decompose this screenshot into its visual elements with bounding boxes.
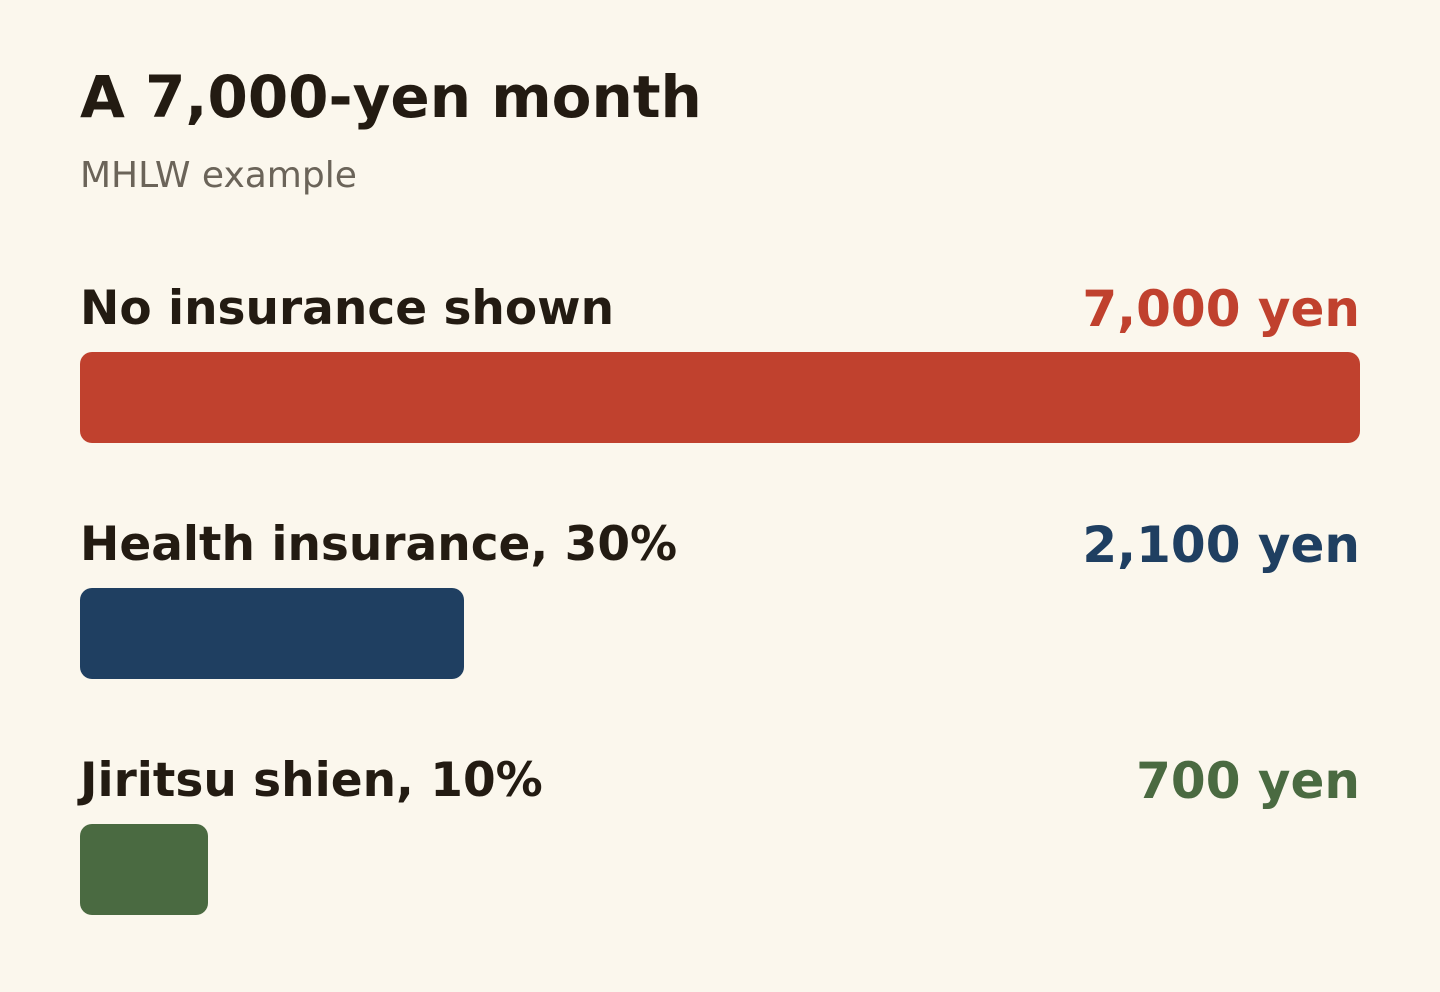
chart-title: A 7,000-yen month	[80, 63, 702, 131]
value-label: 7,000 yen	[1082, 280, 1360, 338]
category-label: Health insurance, 30%	[80, 517, 677, 572]
category-label: Jiritsu shien, 10%	[77, 753, 543, 808]
bar	[80, 824, 208, 915]
bar	[80, 352, 1360, 443]
category-label: No insurance shown	[80, 281, 614, 336]
value-label: 700 yen	[1136, 752, 1360, 810]
chart-subtitle: MHLW example	[80, 155, 357, 196]
value-label: 2,100 yen	[1082, 516, 1360, 574]
bar	[80, 588, 464, 679]
